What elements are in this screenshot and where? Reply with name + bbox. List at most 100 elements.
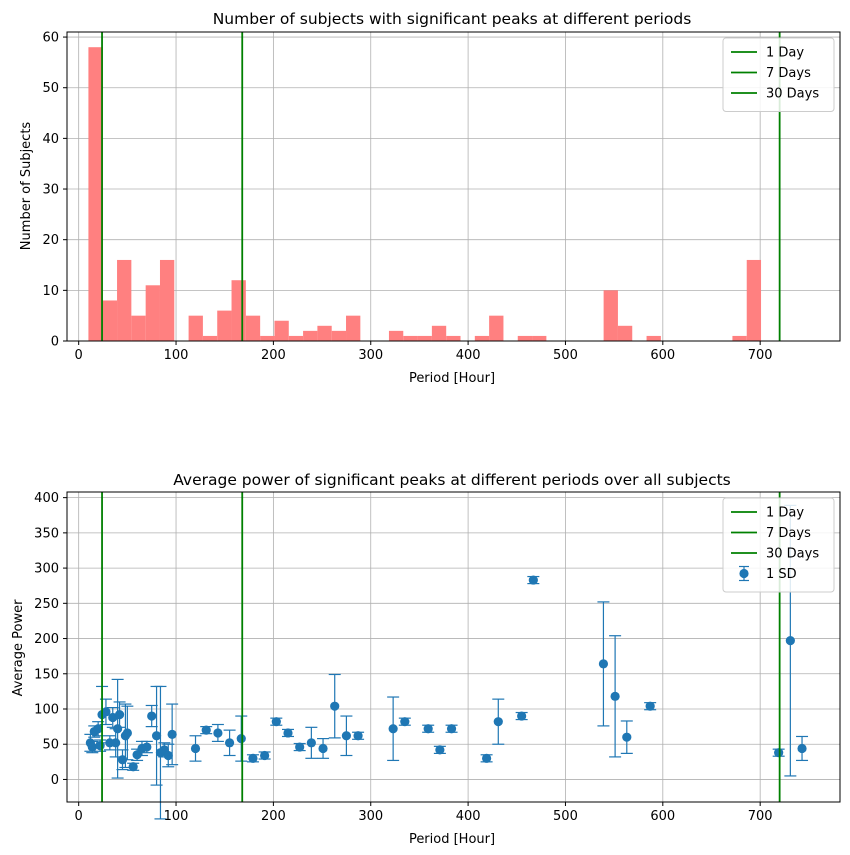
- data-point: [341, 731, 352, 741]
- data-point: [610, 691, 620, 701]
- data-point: [353, 731, 363, 741]
- histogram-bar: [446, 335, 461, 341]
- histogram-bar: [202, 335, 218, 341]
- histogram-bar: [732, 335, 747, 341]
- histogram-bar: [131, 315, 146, 341]
- data-point: [128, 762, 138, 772]
- histogram-bar: [188, 315, 203, 341]
- power-xlabel: Period [Hour]: [409, 832, 495, 847]
- data-point: [400, 717, 410, 727]
- data-point: [283, 728, 293, 738]
- x-tick-label: 600: [650, 348, 675, 363]
- data-point: [785, 636, 795, 646]
- legend-label: 1 Day: [766, 506, 804, 521]
- x-tick-label: 500: [553, 348, 578, 363]
- legend-label: 1 SD: [766, 567, 797, 582]
- histogram-bar: [159, 259, 175, 341]
- y-tick-label: 400: [34, 491, 59, 506]
- histogram-bar: [288, 335, 304, 341]
- y-tick-label: 50: [42, 81, 59, 96]
- data-point: [190, 743, 201, 754]
- histogram-panel: Number of subjects with significant peak…: [19, 10, 841, 386]
- data-point: [167, 729, 177, 739]
- y-tick-label: 60: [42, 31, 59, 46]
- legend: 1 Day 7 Days 30 Days: [722, 37, 835, 112]
- data-point: [111, 738, 121, 748]
- data-point: [797, 743, 807, 754]
- power-title: Average power of significant peaks at di…: [173, 471, 731, 489]
- data-point: [260, 750, 270, 761]
- data-point: [87, 742, 97, 752]
- data-point: [446, 724, 457, 734]
- histogram-bar: [88, 47, 103, 342]
- x-tick-label: 200: [261, 809, 286, 824]
- plot-frame: [66, 491, 841, 803]
- histogram-bar: [331, 330, 347, 341]
- y-tick-label: 30: [42, 183, 59, 198]
- y-tick-label: 40: [42, 132, 59, 147]
- data-point: [132, 750, 142, 760]
- data-point: [122, 728, 132, 738]
- x-tick-label: 100: [164, 348, 189, 363]
- y-tick-label: 100: [34, 703, 59, 718]
- x-tick-label: 100: [164, 809, 189, 824]
- legend-label: 1 Day: [766, 46, 804, 61]
- data-point: [142, 742, 152, 752]
- data-point: [295, 742, 305, 752]
- x-tick-label: 500: [553, 809, 578, 824]
- histogram-bar: [303, 330, 318, 341]
- y-tick-label: 50: [42, 738, 59, 753]
- histogram-bar: [474, 335, 490, 341]
- histogram-bar: [245, 315, 261, 341]
- histogram-bar: [603, 290, 618, 341]
- data-points: [85, 575, 807, 772]
- legend: 1 Day 7 Days 30 Days 1 SD: [722, 497, 835, 593]
- x-tick-label: 300: [358, 809, 383, 824]
- legend-label: 7 Days: [766, 66, 811, 81]
- x-tick-label: 700: [748, 809, 773, 824]
- data-point: [95, 741, 105, 751]
- data-point: [163, 750, 173, 761]
- legend-swatch-marker: [739, 568, 749, 579]
- data-point: [306, 738, 316, 748]
- data-point: [423, 724, 433, 734]
- histogram-bar: [274, 320, 289, 341]
- data-point: [645, 701, 655, 711]
- x-tick-label: 0: [75, 348, 83, 363]
- data-point: [318, 743, 328, 754]
- histogram-bars: [88, 47, 762, 342]
- x-tick-label: 400: [456, 348, 481, 363]
- data-point: [248, 753, 258, 763]
- data-point: [236, 733, 246, 744]
- x-tick-label: 700: [748, 348, 773, 363]
- histogram-bar: [417, 335, 432, 341]
- histogram-bar: [489, 315, 504, 341]
- histogram-bar: [346, 315, 361, 341]
- y-tick-label: 300: [34, 562, 59, 577]
- legend-label: 30 Days: [766, 87, 819, 102]
- data-point: [528, 575, 538, 585]
- data-point: [224, 738, 235, 748]
- x-tick-label: 200: [261, 348, 286, 363]
- histogram-ylabel: Number of Subjects: [19, 122, 34, 251]
- legend-label: 7 Days: [766, 526, 811, 541]
- data-point: [201, 725, 211, 735]
- histogram-bar: [746, 259, 762, 341]
- y-tick-label: 0: [51, 773, 59, 788]
- histogram-bar: [431, 325, 447, 341]
- histogram-bar: [145, 285, 160, 341]
- data-point: [101, 707, 111, 717]
- data-point: [93, 724, 103, 734]
- data-point: [388, 724, 398, 734]
- histogram-bar: [102, 300, 118, 341]
- histogram-bar: [317, 325, 332, 341]
- data-point: [774, 748, 784, 758]
- x-tick-label: 0: [75, 809, 83, 824]
- data-point: [147, 711, 157, 721]
- data-point: [598, 659, 609, 669]
- histogram-bar: [403, 335, 418, 341]
- plot-frame: [66, 31, 841, 342]
- y-tick-label: 250: [34, 597, 59, 612]
- power-panel: Average power of significant peaks at di…: [11, 471, 841, 847]
